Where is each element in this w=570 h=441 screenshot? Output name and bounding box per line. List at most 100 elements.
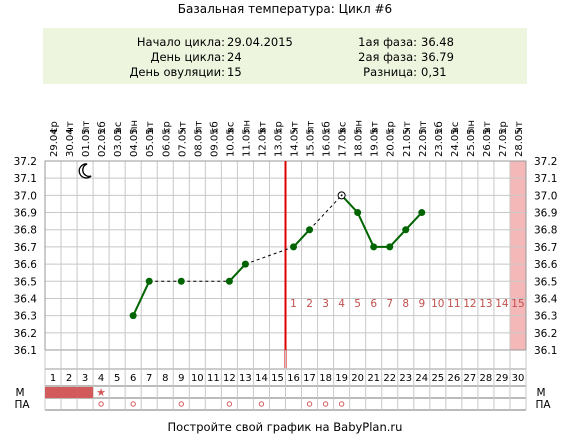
period-cell (77, 387, 94, 398)
cycle-day-label: 12 (223, 373, 236, 384)
date-label: 30.04 (65, 128, 76, 157)
solid-segment (132, 280, 151, 317)
data-point (241, 260, 249, 268)
circle-icon (306, 401, 313, 407)
phase2-day-number: 14 (495, 298, 509, 310)
phase2-day-number: 10 (431, 298, 444, 310)
date-label: 15.05 (306, 128, 317, 157)
date-label: 17.05 (338, 128, 349, 157)
phase2-day-number: 15 (511, 298, 524, 310)
weekday-label: пн (466, 120, 477, 133)
cycle-day-label: 20 (351, 373, 364, 384)
phase2-day-number: 1 (290, 298, 297, 310)
weekday-label: чт (65, 121, 76, 133)
y-tick-label-right: 37.0 (534, 190, 557, 202)
data-point (306, 226, 314, 234)
cycle-day-label: 9 (178, 373, 184, 384)
weekday-label: вс (450, 122, 461, 133)
cycle-day-label: 14 (255, 373, 268, 384)
weekday-label: сб (322, 121, 333, 133)
date-label: 24.05 (450, 128, 461, 157)
solid-segment (228, 263, 247, 282)
data-point (370, 243, 378, 251)
cycle-day-label: 28 (480, 373, 493, 384)
solid-segment (405, 211, 423, 231)
weekday-label: чт (177, 121, 188, 133)
cycle-day-label: 10 (191, 373, 204, 384)
cycle-day-label: 23 (399, 373, 412, 384)
date-label: 05.05 (145, 128, 156, 157)
date-label: 16.05 (322, 128, 333, 157)
weekday-label: вт (370, 121, 381, 133)
cycle-day-label: 3 (82, 373, 88, 384)
weekday-label: пт (418, 120, 429, 133)
phase1-value: 36.48 (421, 35, 454, 49)
weekday-label: ср (273, 121, 284, 133)
ovulation-day-label: День овуляции: (129, 65, 225, 79)
cycle-day-label: 5 (114, 373, 120, 384)
solid-segment (356, 212, 375, 248)
phase2-day-number: 3 (322, 298, 329, 310)
circle-icon (226, 401, 233, 407)
circle-icon (338, 401, 345, 407)
today-column (509, 161, 526, 350)
circle-icon (178, 401, 184, 407)
date-label: 04.05 (129, 128, 140, 157)
y-tick-label-right: 36.9 (534, 208, 557, 220)
date-label: 19.05 (370, 128, 381, 157)
weekday-label: пн (129, 120, 140, 133)
weekday-label: вс (225, 122, 236, 133)
data-point (177, 277, 185, 285)
date-label: 28.05 (514, 128, 525, 157)
y-tick-label-right: 36.1 (534, 345, 557, 357)
date-label: 26.05 (482, 128, 493, 157)
cycle-start-value: 29.04.2015 (227, 35, 293, 49)
row-label-pa: ПА (14, 399, 30, 411)
dashed-segment (245, 246, 294, 265)
cycle-day-label: 8 (162, 373, 168, 384)
star-icon: ★ (96, 386, 106, 399)
date-label: 29.04 (49, 128, 60, 157)
phase2-day-number: 8 (402, 298, 409, 310)
cycle-day-label: 21 (367, 373, 380, 384)
weekday-label: пн (241, 120, 252, 133)
date-label: 03.05 (113, 128, 124, 157)
data-point (402, 226, 410, 234)
cycle-day-label: 4 (98, 373, 104, 384)
difference-label: Разница: (363, 65, 417, 79)
phase2-day-number: 7 (386, 298, 393, 310)
y-tick-label-left: 36.4 (14, 293, 38, 305)
phase2-day-number: 2 (306, 298, 313, 310)
phase2-label: 2ая фаза: (358, 50, 417, 64)
date-label: 02.05 (97, 128, 108, 157)
y-tick-label-right: 36.7 (534, 242, 557, 254)
weekday-label: чт (514, 121, 525, 133)
cycle-info-panel: Начало цикла: 29.04.2015 День цикла: 24 … (43, 28, 527, 84)
cycle-start-label: Начало цикла: (136, 35, 225, 49)
period-cell (61, 387, 78, 398)
weekday-label: пт (81, 120, 92, 133)
date-label: 23.05 (434, 128, 445, 157)
cycle-day-label: 24 (415, 373, 428, 384)
y-tick-label-left: 36.6 (14, 259, 38, 271)
y-tick-label-left: 36.2 (14, 328, 37, 340)
cycle-day-label: 26 (447, 373, 460, 384)
phase2-day-number: 5 (354, 298, 361, 310)
weekday-label: сб (209, 121, 220, 133)
cycle-day-label: 16 (287, 373, 300, 384)
phase2-day-number: 6 (370, 298, 377, 310)
y-tick-label-right: 36.6 (534, 259, 558, 271)
cycle-day-label: День цикла: (150, 50, 225, 64)
difference-value: 0,31 (421, 65, 447, 79)
weekday-label: ср (49, 121, 60, 133)
weekday-label: ср (161, 121, 172, 133)
weekday-label: чт (290, 121, 301, 133)
cycle-day-label: 27 (464, 373, 477, 384)
footer-link[interactable]: Постройте свой график на BabyPlan.ru (167, 420, 403, 434)
weekday-label: пн (354, 120, 365, 133)
data-point (418, 209, 426, 217)
phase2-day-number: 12 (463, 298, 476, 310)
row-label-m-right: М (536, 387, 545, 399)
data-point (225, 277, 233, 285)
